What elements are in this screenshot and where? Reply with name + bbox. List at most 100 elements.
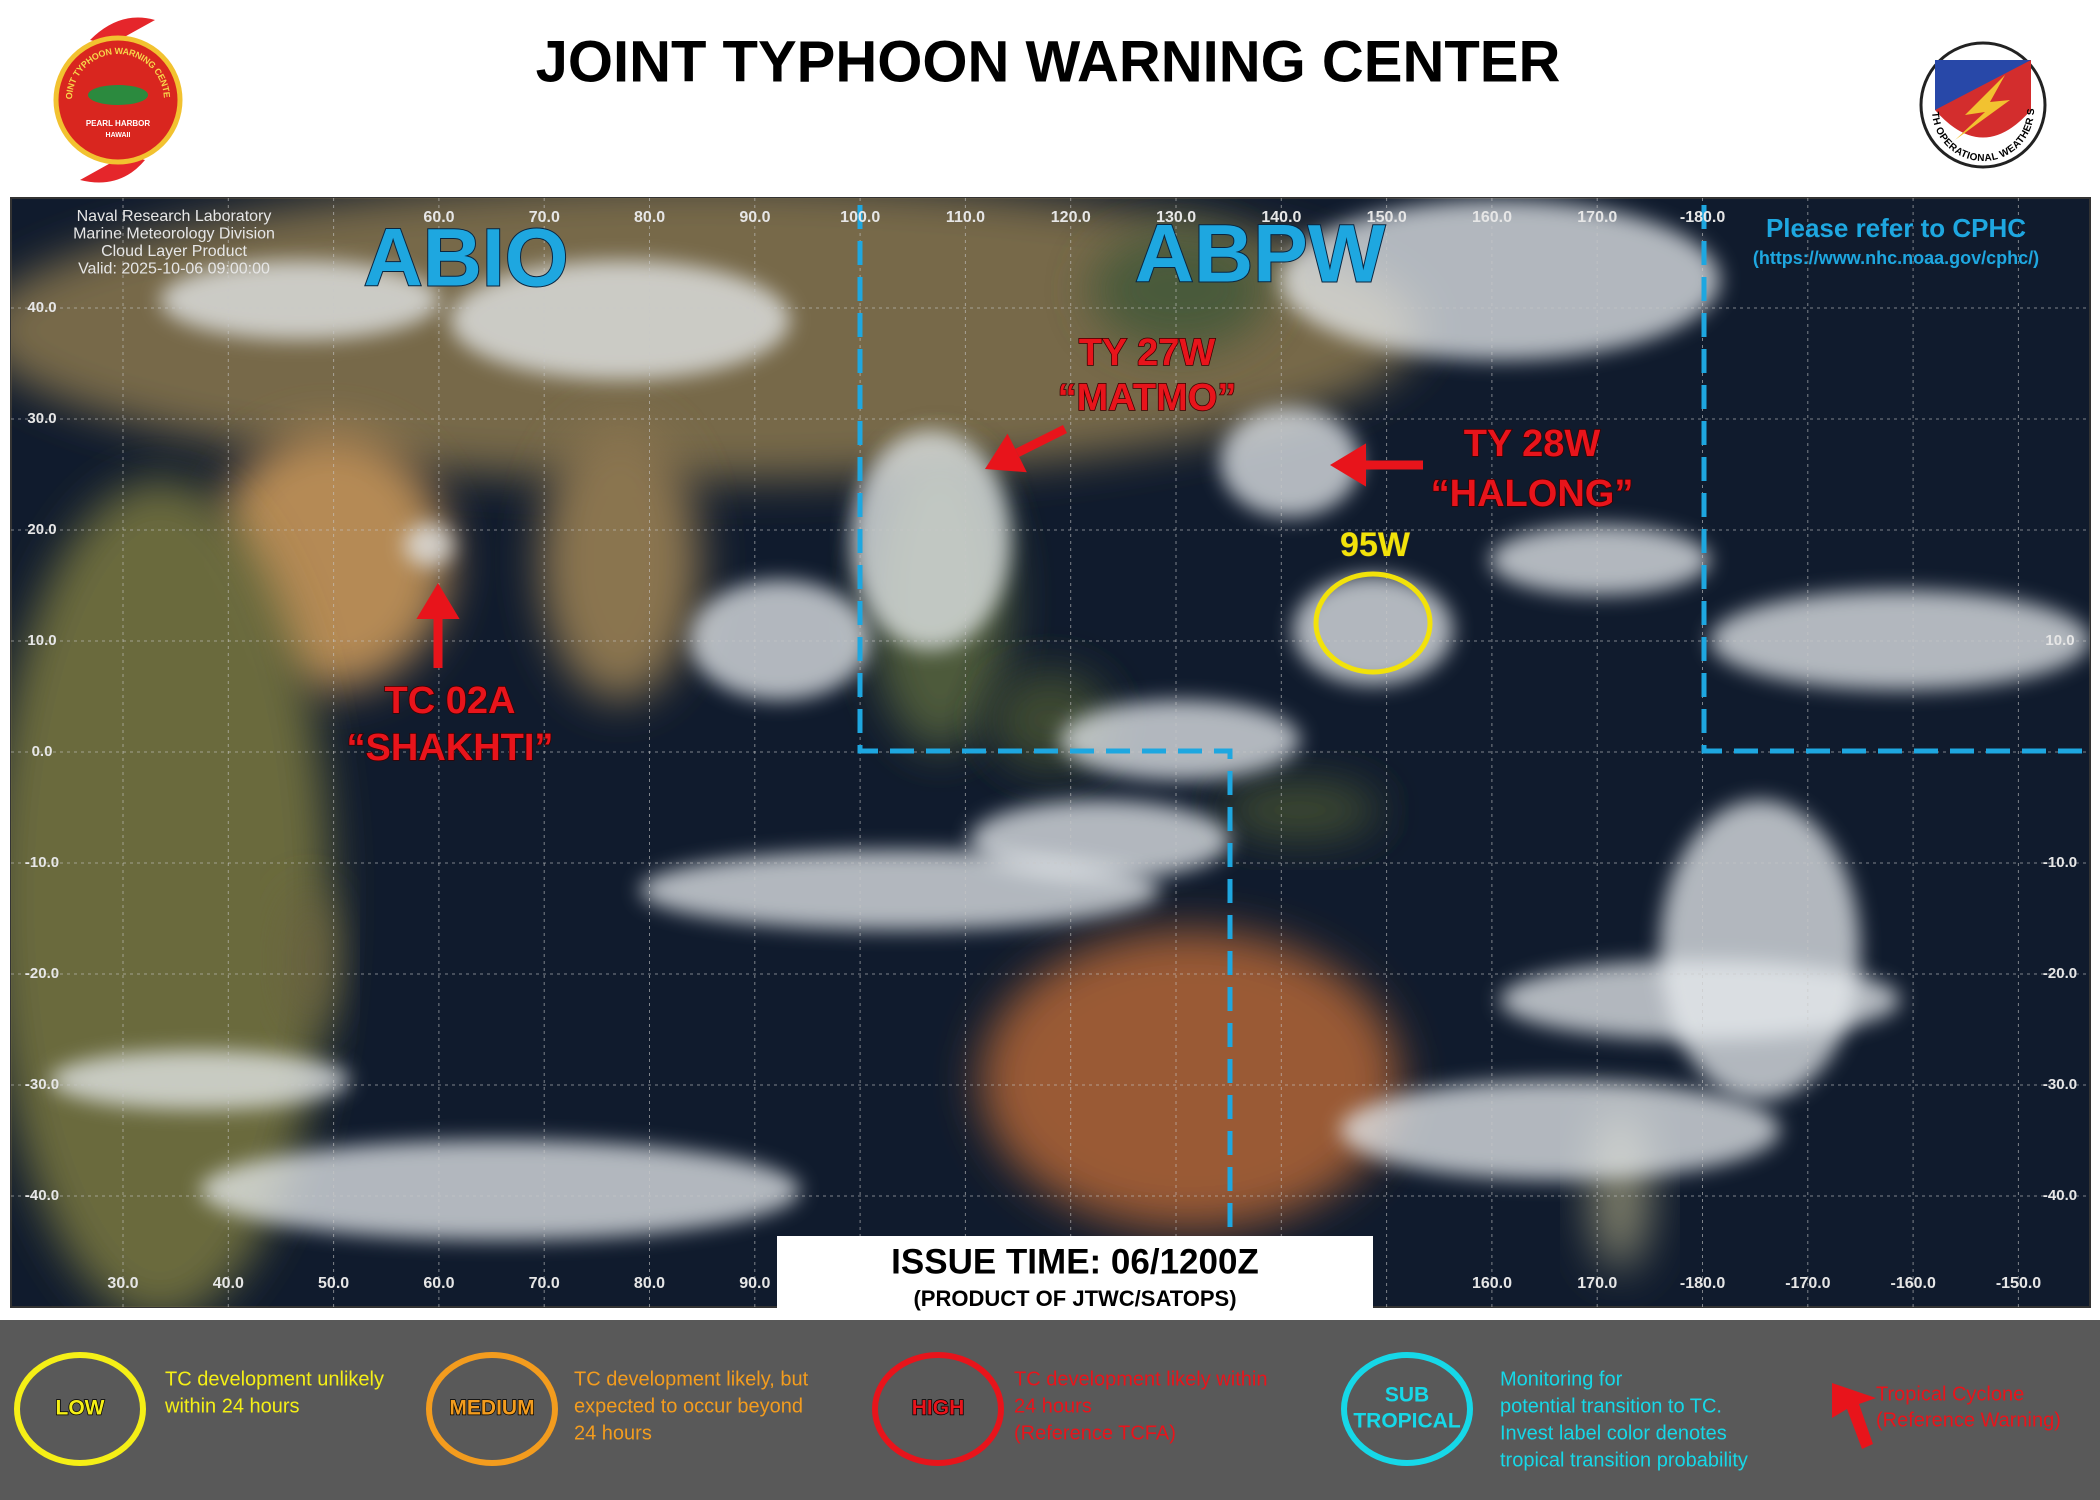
- cloud: [450, 260, 790, 380]
- lat-label: -10.0: [2043, 854, 2077, 871]
- logo-line: PEARL HARBOR: [86, 119, 151, 128]
- cloud: [200, 1140, 800, 1240]
- arrow-shaft: [1015, 424, 1068, 457]
- header-bg: [0, 0, 2100, 198]
- storm-name: “MATMO”: [1058, 377, 1237, 419]
- cloud: [1490, 525, 1710, 595]
- legend-label: HIGH: [912, 1397, 965, 1420]
- legend-text: 24 hours: [574, 1422, 652, 1444]
- lat-label: -40.0: [25, 1187, 59, 1204]
- lat-label: -30.0: [25, 1076, 59, 1093]
- cloud: [1060, 700, 1300, 780]
- lon-label: 40.0: [213, 1275, 244, 1292]
- lat-label: 0.0: [32, 743, 53, 760]
- legend-circle: [426, 1352, 558, 1466]
- cloud: [690, 580, 870, 700]
- lat-label: -20.0: [2043, 965, 2077, 982]
- lon-label: 160.0: [1472, 209, 1512, 226]
- lat-label: -40.0: [2043, 1187, 2077, 1204]
- lon-label: 110.0: [946, 209, 985, 226]
- lon-label: 130.0: [1156, 209, 1196, 226]
- lon-label: 80.0: [634, 209, 665, 226]
- lon-label: -170.0: [1785, 1275, 1830, 1292]
- lon-label: -180.0: [1680, 1275, 1725, 1292]
- issue-box: [777, 1236, 1373, 1320]
- aor-boundary: [857, 205, 1233, 1307]
- source-line: Valid: 2025-10-06 09:00:00: [78, 261, 270, 278]
- product: (PRODUCT OF JTWC/SATOPS): [913, 1286, 1236, 1311]
- lon-label: 80.0: [634, 1275, 665, 1292]
- legend-text: tropical transition probability: [1500, 1449, 1748, 1471]
- cloud: [1280, 200, 1720, 360]
- lat-label: -10.0: [25, 854, 59, 871]
- invest-label: 95W: [1340, 526, 1411, 564]
- title: JOINT TYPHOON WARNING CENTER: [536, 29, 1561, 94]
- cloud: [1660, 800, 1860, 1100]
- lat-label: -30.0: [2043, 1076, 2077, 1093]
- region-label: ABPW: [1135, 209, 1386, 300]
- legend-text: within 24 hours: [164, 1395, 300, 1417]
- lon-label: 30.0: [107, 1275, 138, 1292]
- cloud: [1220, 407, 1360, 517]
- legend-text: potential transition to TC.: [1500, 1395, 1722, 1417]
- lon-label: 140.0: [1261, 209, 1301, 226]
- land: [1220, 780, 1380, 840]
- region-label: (https://www.nhc.noaa.gov/cphc/): [1753, 248, 2039, 268]
- legend-bg: [0, 1320, 2100, 1500]
- logo-line: HAWAII: [106, 132, 131, 139]
- lat-label: 20.0: [27, 521, 56, 538]
- lon-label: 120.0: [1051, 209, 1091, 226]
- source-line: Naval Research Laboratory: [77, 208, 272, 225]
- region-label: Please refer to CPHC: [1766, 213, 2026, 243]
- cloud: [50, 1050, 350, 1110]
- lat-label: 10.0: [2045, 632, 2074, 649]
- land: [980, 930, 1400, 1230]
- logo-sky: [1935, 60, 2031, 110]
- storm-id: TY 27W: [1079, 332, 1216, 374]
- cloud: [160, 260, 440, 340]
- lon-label: 50.0: [318, 1275, 349, 1292]
- legend-text: (Reference TCFA): [1014, 1422, 1176, 1444]
- legend-text: expected to occur beyond: [574, 1395, 803, 1417]
- logo-bolt: [1955, 75, 2010, 140]
- issue-time: ISSUE TIME: 06/1200Z: [891, 1242, 1259, 1281]
- lat-label: -20.0: [25, 965, 59, 982]
- lat-label: 40.0: [27, 299, 56, 316]
- storm-id: TY 28W: [1464, 423, 1601, 465]
- lon-label: 170.0: [1577, 209, 1617, 226]
- legend-label: LOW: [56, 1397, 105, 1420]
- lon-label: -150.0: [1996, 1275, 2041, 1292]
- lon-label: 160.0: [1472, 1275, 1512, 1292]
- region-label: ABIO: [364, 213, 569, 304]
- legend-label: SUB: [1385, 1384, 1429, 1407]
- lat-label: 10.0: [27, 632, 56, 649]
- lon-label: 100.0: [840, 209, 880, 226]
- logo-islands: [88, 85, 148, 105]
- map-imagery: [11, 198, 2090, 1307]
- lon-label: 70.0: [529, 209, 560, 226]
- legend-arrow: [1832, 1383, 1876, 1449]
- legend-label: TROPICAL: [1353, 1410, 1461, 1433]
- legend-text: TC development unlikely: [165, 1368, 384, 1390]
- arrow-head: [985, 433, 1027, 473]
- source-line: Marine Meteorology Division: [73, 226, 275, 243]
- legend-text: TC development likely within: [1014, 1368, 1267, 1390]
- invest-circle: [1313, 571, 1433, 675]
- lon-label: 90.0: [739, 209, 770, 226]
- lon-label: -160.0: [1891, 1275, 1936, 1292]
- legend-circle: [14, 1352, 146, 1466]
- cloud: [640, 850, 1160, 930]
- lon-label: -180.0: [1680, 209, 1725, 226]
- lon-label: 150.0: [1367, 209, 1407, 226]
- legend-circle: [872, 1352, 1004, 1466]
- aor-boundary: [1701, 205, 2090, 754]
- cloud: [1710, 590, 2090, 690]
- cloud: [1340, 1080, 1780, 1180]
- land: [285, 890, 335, 1030]
- arrow-head: [416, 583, 460, 619]
- storm-name: “HALONG”: [1431, 473, 1634, 515]
- cloud: [404, 523, 454, 567]
- legend-text: TC development likely, but: [574, 1368, 809, 1390]
